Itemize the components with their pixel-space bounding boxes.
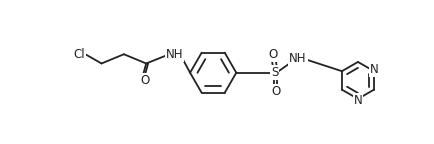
Text: S: S <box>271 66 279 79</box>
Text: Cl: Cl <box>73 48 85 61</box>
Text: NH: NH <box>289 52 307 65</box>
Text: NH: NH <box>166 48 184 61</box>
Text: O: O <box>271 85 280 98</box>
Text: N: N <box>354 94 362 107</box>
Text: O: O <box>140 74 149 87</box>
Text: N: N <box>370 63 378 76</box>
Text: O: O <box>269 48 278 61</box>
